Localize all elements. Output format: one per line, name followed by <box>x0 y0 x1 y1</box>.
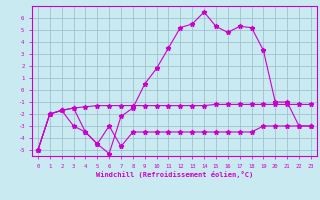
X-axis label: Windchill (Refroidissement éolien,°C): Windchill (Refroidissement éolien,°C) <box>96 171 253 178</box>
